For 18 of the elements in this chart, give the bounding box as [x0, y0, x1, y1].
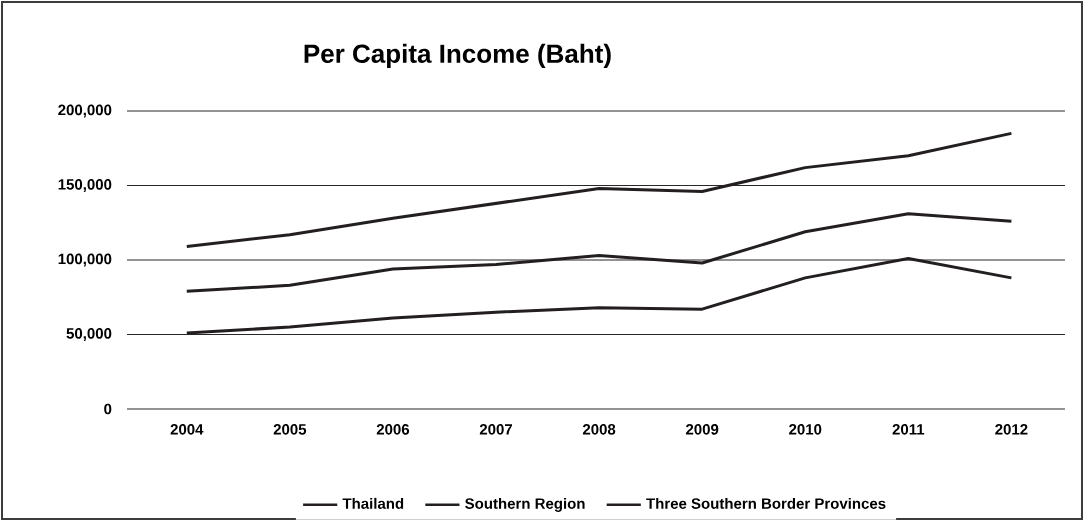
- legend-label: Three Southern Border Provinces: [646, 497, 886, 509]
- chart-title: Per Capita Income (Baht): [304, 43, 611, 69]
- x-tick-label: 2005: [273, 424, 307, 435]
- legend-label: Southern Region: [465, 497, 585, 512]
- x-tick-label: 2011: [892, 424, 925, 435]
- legend-label: Thailand: [342, 497, 404, 509]
- y-tick-label: 200,000: [58, 104, 112, 118]
- x-tick-label: 2004: [170, 424, 204, 435]
- y-tick-label: 100,000: [58, 253, 112, 267]
- y-tick-label: 50,000: [66, 328, 112, 341]
- y-tick-label: 150,000: [58, 179, 112, 192]
- x-tick-label: 2012: [995, 424, 1028, 435]
- x-tick-label: 2007: [479, 424, 513, 435]
- x-tick-label: 2009: [686, 424, 719, 435]
- x-tick-label: 2006: [376, 424, 410, 435]
- x-tick-label: 2008: [582, 424, 616, 435]
- x-tick-label: 2010: [789, 424, 822, 435]
- y-tick-label: 0: [104, 403, 112, 415]
